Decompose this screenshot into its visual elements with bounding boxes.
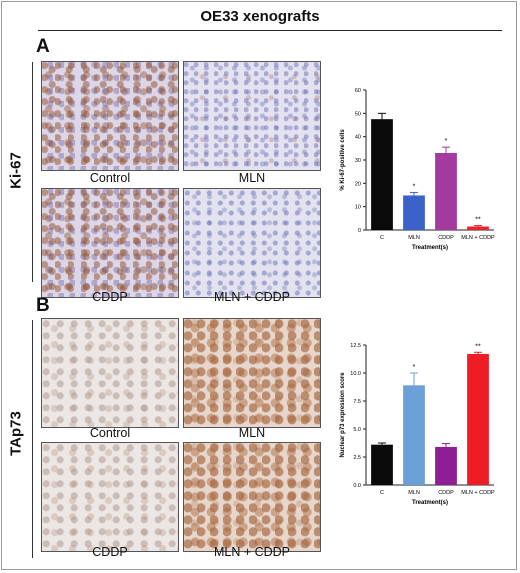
micrograph-tap73-control (41, 318, 179, 428)
caption-ki67-control: Control (89, 171, 131, 185)
panel-a-side-rule (32, 62, 33, 282)
bar (403, 385, 425, 485)
caption-tap73-mln-cddp: MLN + CDDP (213, 545, 291, 559)
micrograph-tap73-mln (183, 318, 321, 428)
y-tick-label: 0.0 (353, 483, 361, 489)
caption-ki67-mln-cddp: MLN + CDDP (213, 290, 291, 304)
caption-tap73-cddp: CDDP (92, 545, 128, 559)
figure-title: OE33 xenografts (200, 8, 320, 25)
significance-mark: * (413, 364, 416, 371)
bar (467, 226, 489, 230)
significance-mark: ** (475, 343, 481, 350)
y-axis-label: Nuclear p73 expression score (340, 372, 346, 458)
caption-tap73-mln: MLN (238, 426, 266, 440)
y-tick-label: 60 (355, 88, 361, 94)
x-axis-label: Treatment(s) (412, 500, 448, 506)
y-tick-label: 30 (355, 158, 361, 164)
micrograph-ki67-control (41, 61, 179, 171)
y-tick-label: 20 (355, 181, 361, 187)
panel-a-letter: A (36, 36, 50, 57)
micrograph-ki67-mln-cddp (183, 188, 321, 298)
micrograph-tap73-mln-cddp (183, 442, 321, 552)
bar (371, 119, 393, 230)
title-rule (38, 30, 502, 31)
category-label: MLN + CDDP (461, 490, 495, 496)
micrograph-ki67-mln (183, 61, 321, 171)
panel-b-side-rule (32, 320, 33, 558)
caption-ki67-cddp: CDDP (92, 290, 128, 304)
bar (371, 444, 393, 485)
y-tick-label: 40 (355, 135, 361, 141)
category-label: MLN (408, 235, 420, 241)
category-label: CDDP (438, 490, 454, 496)
category-label: CDDP (438, 235, 454, 241)
y-tick-label: 12.5 (350, 343, 361, 349)
caption-ki67-mln: MLN (238, 171, 266, 185)
significance-mark: * (445, 138, 448, 145)
micrograph-tap73-cddp (41, 442, 179, 552)
y-tick-label: 50 (355, 111, 361, 117)
y-tick-label: 10 (355, 205, 361, 211)
category-label: MLN + CDDP (461, 235, 495, 241)
y-axis-label: % Ki-67-positive cells (340, 129, 346, 191)
panel-b-letter: B (36, 295, 50, 316)
panel-b-stain-label: TAp73 (7, 411, 25, 456)
category-label: C (380, 490, 384, 496)
y-tick-label: 2.5 (353, 455, 361, 461)
significance-mark: * (413, 183, 416, 190)
caption-tap73-control: Control (89, 426, 131, 440)
category-label: C (380, 235, 384, 241)
y-tick-label: 7.5 (353, 399, 361, 405)
ki67-bar-chart: 0 10 20 30 40 50 60 % Ki-67-positive cells C * MLN… (340, 88, 495, 251)
category-label: MLN (408, 490, 420, 496)
bar (467, 353, 489, 485)
y-tick-label: 0 (358, 228, 361, 234)
y-tick-label: 5.0 (353, 427, 361, 433)
x-axis-label: Treatment(s) (412, 245, 448, 251)
panel-a-stain-label: Ki-67 (7, 152, 25, 189)
y-tick-label: 10.0 (350, 371, 361, 377)
p73-bar-chart: 0.0 2.5 5.0 7.5 10.0 12.5 Nuclear p73 expressi… (340, 343, 495, 506)
bar (403, 195, 425, 230)
significance-mark: ** (475, 217, 481, 224)
bar (435, 153, 457, 230)
micrograph-ki67-cddp (41, 188, 179, 298)
bar (435, 446, 457, 485)
